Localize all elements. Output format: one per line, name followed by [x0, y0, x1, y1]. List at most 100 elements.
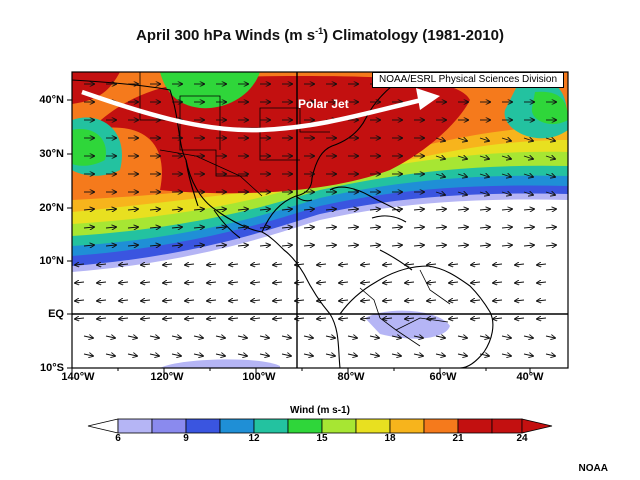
colorbar-tick: 24 [516, 433, 528, 444]
wind-vector [501, 354, 511, 356]
wind-vector [303, 354, 313, 356]
colorbar-tick: 12 [248, 433, 260, 444]
wind-vector [479, 209, 490, 210]
wind-vector [413, 209, 424, 210]
weak-wind-north-east-inner [531, 91, 568, 125]
wind-vector [303, 245, 314, 246]
wind-vector [229, 264, 239, 265]
colorbar-segment [287, 418, 323, 434]
wind-vector [237, 209, 248, 210]
wind-vector [545, 245, 556, 246]
colorbar-segment [185, 418, 221, 434]
wind-vector [119, 300, 129, 301]
wind-vector [317, 318, 327, 319]
wind-vector [83, 245, 94, 246]
wind-vector [259, 354, 269, 356]
wind-vector [281, 245, 292, 246]
wind-vector [215, 354, 225, 356]
wind-vector [83, 354, 93, 356]
wind-vector [317, 300, 327, 301]
wind-vector [405, 318, 415, 319]
lon-label: 140°W [61, 371, 95, 383]
lat-label: 20°N [39, 202, 64, 214]
wind-vector [259, 209, 270, 210]
wind-vector [339, 300, 349, 301]
wind-vector [171, 354, 181, 356]
wind-vector [515, 318, 525, 319]
wind-vector [545, 192, 555, 195]
wind-vector [251, 282, 261, 283]
wind-vector [479, 192, 489, 195]
wind-vector [515, 282, 525, 283]
colorbar-segment [321, 418, 357, 434]
wind-vector [303, 209, 314, 210]
wind-vector [405, 300, 415, 301]
wind-vector [75, 264, 85, 265]
wind-vector [237, 227, 248, 228]
wind-vector [457, 245, 468, 246]
wind-vector [149, 354, 159, 356]
colorbar-tick: 15 [316, 433, 328, 444]
colorbar-segment [219, 418, 255, 434]
wind-vector [185, 264, 195, 265]
wind-vector [281, 227, 292, 228]
wind-vector [457, 192, 467, 195]
wind-vector [149, 336, 159, 338]
calm-patch-pacific [160, 359, 280, 368]
wind-vector [457, 354, 467, 356]
wind-vector [391, 209, 402, 210]
colorbar-segment [457, 418, 493, 434]
wind-vector [347, 227, 358, 228]
noaa-footer: NOAA [578, 463, 608, 474]
wind-vector [479, 354, 489, 356]
wind-vector [281, 354, 291, 356]
wind-vector [171, 227, 182, 228]
wind-vector [545, 354, 555, 356]
wind-vector [361, 264, 371, 265]
axis-ticks [67, 99, 531, 373]
lon-label: 100°W [242, 371, 276, 383]
wind-vector [501, 209, 512, 210]
colorbar-segment [491, 418, 523, 434]
wind-vector [149, 245, 160, 246]
lat-label: 40°N [39, 94, 64, 106]
wind-vector [149, 209, 160, 210]
wind-vector [193, 209, 204, 210]
wind-vector [185, 300, 195, 301]
wind-vector [523, 336, 533, 338]
wind-vector [427, 264, 437, 265]
lon-label: 60°W [429, 371, 457, 383]
wind-vector [537, 264, 547, 265]
wind-vector [501, 156, 511, 159]
weak-wind-north-center [160, 72, 260, 109]
wind-vector [303, 227, 314, 228]
wind-vector [185, 318, 195, 319]
wind-vector [523, 245, 534, 246]
wind-vector [501, 138, 511, 141]
wind-vector [141, 318, 151, 319]
wind-vector [347, 209, 358, 210]
wind-vector [369, 336, 379, 338]
lon-label: 80°W [337, 371, 365, 383]
wind-vector [435, 245, 446, 246]
wind-vector [281, 209, 292, 210]
wind-vector [295, 300, 305, 301]
wind-vector [369, 245, 380, 246]
wind-vector [163, 318, 173, 319]
wind-vector [435, 354, 445, 356]
wind-vector [457, 174, 467, 177]
wind-vector [457, 209, 468, 210]
wind-vector [523, 192, 533, 195]
wind-vector [405, 282, 415, 283]
lat-label: 10°S [40, 362, 64, 374]
wind-vector [545, 227, 556, 228]
wind-vector [523, 138, 533, 141]
colorbar-segment [389, 418, 425, 434]
wind-vector [471, 318, 481, 319]
polar-jet-arrowhead [416, 88, 440, 110]
wind-vector [207, 264, 217, 265]
wind-vector [83, 209, 94, 210]
wind-vector [141, 282, 151, 283]
wind-vector [479, 227, 490, 228]
